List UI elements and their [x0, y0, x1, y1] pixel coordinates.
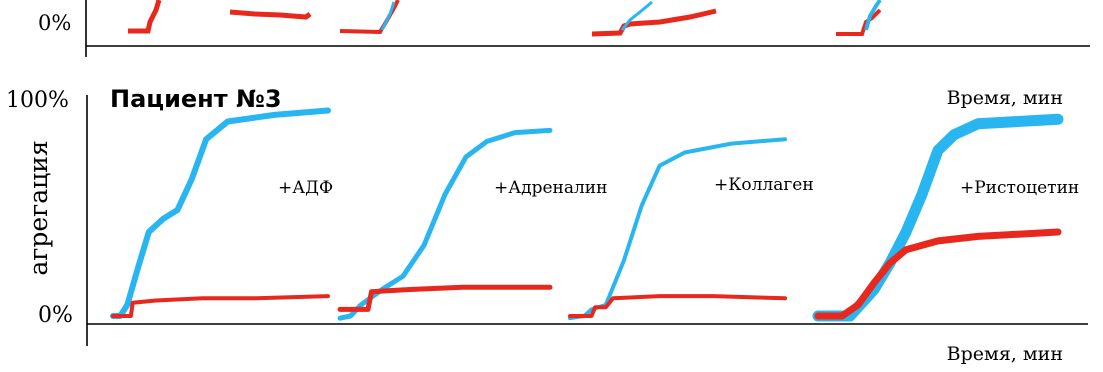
top-x-axis-label: Время, мин [947, 87, 1063, 109]
series-blue-panel-3 [568, 137, 787, 321]
series-red-panel-3 [568, 294, 787, 318]
series-red-panel-2 [337, 284, 553, 312]
top-curve-red-2 [229, 9, 312, 20]
panel-label-adp: +АДФ [278, 178, 333, 198]
series-red-panel-4 [814, 228, 1062, 320]
x-axis-label: Время, мин [947, 343, 1063, 365]
main-panel: 100% 0% Пациент №3 агрегация Время, мин … [6, 85, 1088, 365]
series-red-panel-1 [111, 294, 330, 318]
series-blue-panel-1 [110, 107, 331, 319]
top-curve-blue-5 [864, 0, 882, 31]
top-panel: 0% Время, мин [38, 0, 1090, 109]
series-blue-panel-4 [812, 113, 1064, 322]
top-ytick-0: 0% [38, 11, 71, 35]
ytick-0: 0% [38, 303, 73, 328]
top-curve-blue-4 [620, 0, 653, 31]
panel-label-adrenaline: +Адреналин [494, 178, 607, 198]
panel-label-ristocetin: +Ристоцетин [960, 178, 1079, 198]
y-axis-label: агрегация [24, 140, 53, 275]
top-curve-blue-3 [380, 1, 396, 31]
ytick-100: 100% [6, 88, 69, 113]
panel-label-collagen: +Коллаген [714, 175, 814, 195]
top-curve-red-1 [128, 0, 162, 34]
top-curve-red-4 [591, 8, 717, 37]
curves-layer [110, 107, 1064, 322]
chart-title: Пациент №3 [110, 85, 282, 113]
top-curve-red-5 [836, 8, 882, 36]
